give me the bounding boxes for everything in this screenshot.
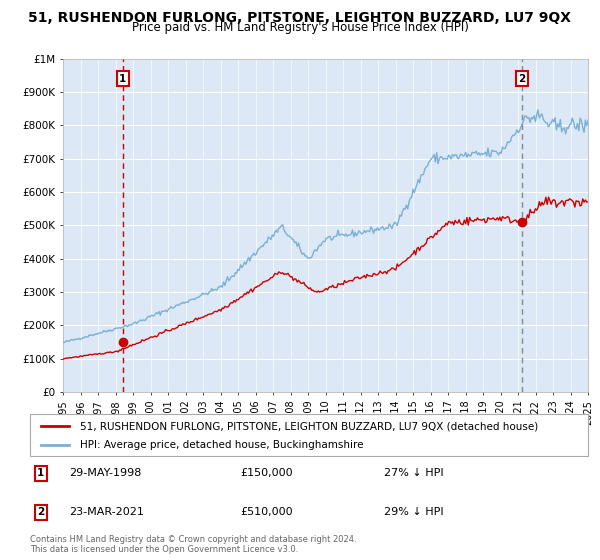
- Text: £510,000: £510,000: [240, 507, 293, 517]
- Text: 1: 1: [37, 468, 44, 478]
- FancyBboxPatch shape: [30, 414, 588, 456]
- Text: 27% ↓ HPI: 27% ↓ HPI: [384, 468, 443, 478]
- Text: 2: 2: [518, 74, 526, 84]
- Text: 51, RUSHENDON FURLONG, PITSTONE, LEIGHTON BUZZARD, LU7 9QX (detached house): 51, RUSHENDON FURLONG, PITSTONE, LEIGHTO…: [80, 421, 538, 431]
- Text: 29% ↓ HPI: 29% ↓ HPI: [384, 507, 443, 517]
- Text: HPI: Average price, detached house, Buckinghamshire: HPI: Average price, detached house, Buck…: [80, 440, 364, 450]
- Text: 51, RUSHENDON FURLONG, PITSTONE, LEIGHTON BUZZARD, LU7 9QX: 51, RUSHENDON FURLONG, PITSTONE, LEIGHTO…: [29, 11, 571, 25]
- Text: 2: 2: [37, 507, 44, 517]
- Text: 23-MAR-2021: 23-MAR-2021: [69, 507, 144, 517]
- Text: Price paid vs. HM Land Registry's House Price Index (HPI): Price paid vs. HM Land Registry's House …: [131, 21, 469, 34]
- Text: Contains HM Land Registry data © Crown copyright and database right 2024.
This d: Contains HM Land Registry data © Crown c…: [30, 535, 356, 554]
- Text: 29-MAY-1998: 29-MAY-1998: [69, 468, 142, 478]
- Text: 1: 1: [119, 74, 127, 84]
- Text: £150,000: £150,000: [240, 468, 293, 478]
